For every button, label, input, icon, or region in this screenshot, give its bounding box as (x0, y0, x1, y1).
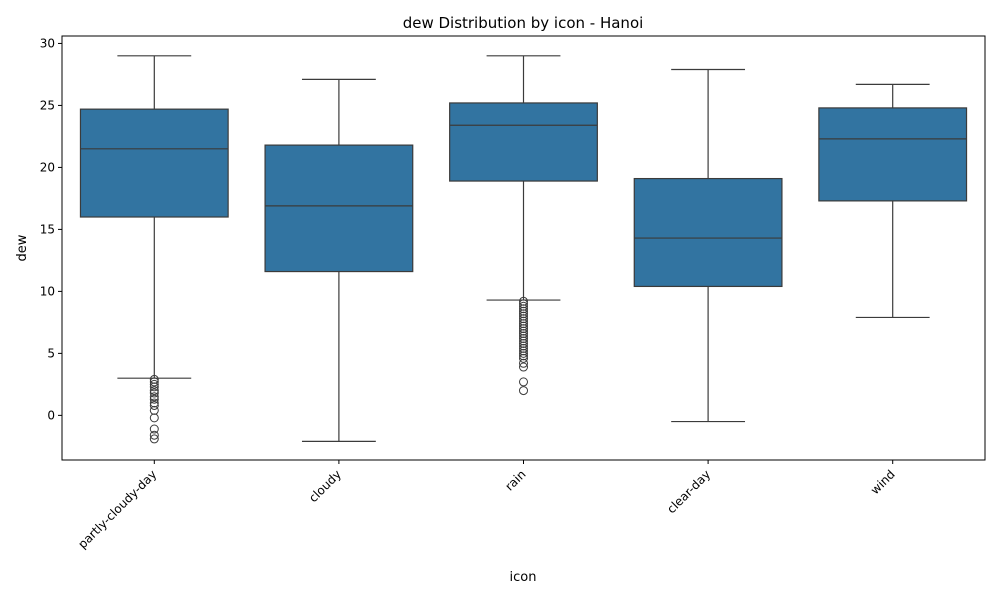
outlier-point (519, 304, 528, 314)
y-tick-label: 5 (47, 346, 55, 360)
y-tick-label: 30 (40, 36, 55, 50)
outlier-point (519, 326, 528, 336)
outlier-point (519, 377, 528, 387)
outlier-point (519, 331, 528, 341)
outlier-point (519, 311, 528, 321)
y-tick-label: 10 (40, 284, 55, 298)
chart-title: dew Distribution by icon - Hanoi (403, 14, 644, 32)
outlier-point (519, 314, 528, 324)
iqr-box (264, 144, 414, 273)
x-tick-label: wind (868, 467, 898, 497)
outlier-point (519, 306, 528, 316)
outlier-point (519, 299, 528, 309)
outlier-point (519, 316, 528, 326)
outlier-point (519, 338, 528, 348)
outlier-point (149, 374, 159, 384)
outlier-point (519, 336, 528, 346)
outlier-point (519, 353, 528, 363)
outlier-point (519, 358, 528, 368)
box-group-rain (449, 55, 598, 396)
outlier-point (149, 400, 159, 410)
plot-frame (61, 35, 986, 461)
outlier-point (149, 379, 159, 389)
y-tick-label: 15 (40, 222, 55, 236)
iqr-box (818, 107, 968, 202)
outlier-point (149, 392, 159, 402)
outlier-point (519, 301, 528, 311)
outlier-point (519, 341, 528, 351)
x-axis-label: icon (510, 570, 537, 585)
y-tick-label: 20 (40, 160, 55, 174)
iqr-box (449, 102, 598, 182)
box-group-cloudy (264, 78, 414, 443)
outlier-point (519, 321, 528, 331)
box-group-clear-day (633, 68, 783, 423)
outlier-point (149, 398, 159, 408)
y-axis-label: dew (15, 234, 30, 261)
outlier-point (149, 394, 159, 404)
iqr-box (633, 177, 783, 288)
outlier-point (519, 319, 528, 329)
x-tick-label: partly-cloudy-day (75, 467, 159, 551)
outlier-point (519, 348, 528, 358)
iqr-box (79, 108, 229, 218)
outlier-point (149, 386, 159, 396)
outlier-point (519, 324, 528, 334)
outlier-point (149, 430, 159, 440)
outlier-point (519, 309, 528, 319)
outlier-point (519, 362, 528, 372)
outlier-point (519, 334, 528, 344)
plot-area (79, 55, 968, 444)
outlier-point (519, 351, 528, 361)
box-group-partly-cloudy-day (79, 55, 229, 444)
y-tick-label: 0 (47, 408, 55, 422)
outlier-point (149, 413, 159, 423)
outlier-point (519, 343, 528, 353)
outlier-point (519, 329, 528, 339)
outlier-point (149, 424, 159, 434)
outlier-point (519, 296, 528, 306)
outlier-point (519, 346, 528, 356)
outlier-point (519, 386, 528, 396)
x-axis: partly-cloudy-day cloudy rain clear-day wind (75, 460, 898, 551)
outlier-point (149, 405, 159, 415)
x-tick-label: cloudy (306, 467, 344, 505)
outlier-point (149, 434, 159, 444)
x-tick-label: clear-day (664, 467, 713, 516)
box-group-wind (818, 83, 968, 319)
outlier-point (149, 388, 159, 398)
outlier-point (149, 382, 159, 392)
outlier-point (149, 377, 159, 387)
y-tick-label: 25 (40, 98, 55, 112)
x-tick-label: rain (502, 467, 528, 493)
y-axis: 0 5 10 15 20 25 30 (40, 36, 62, 422)
